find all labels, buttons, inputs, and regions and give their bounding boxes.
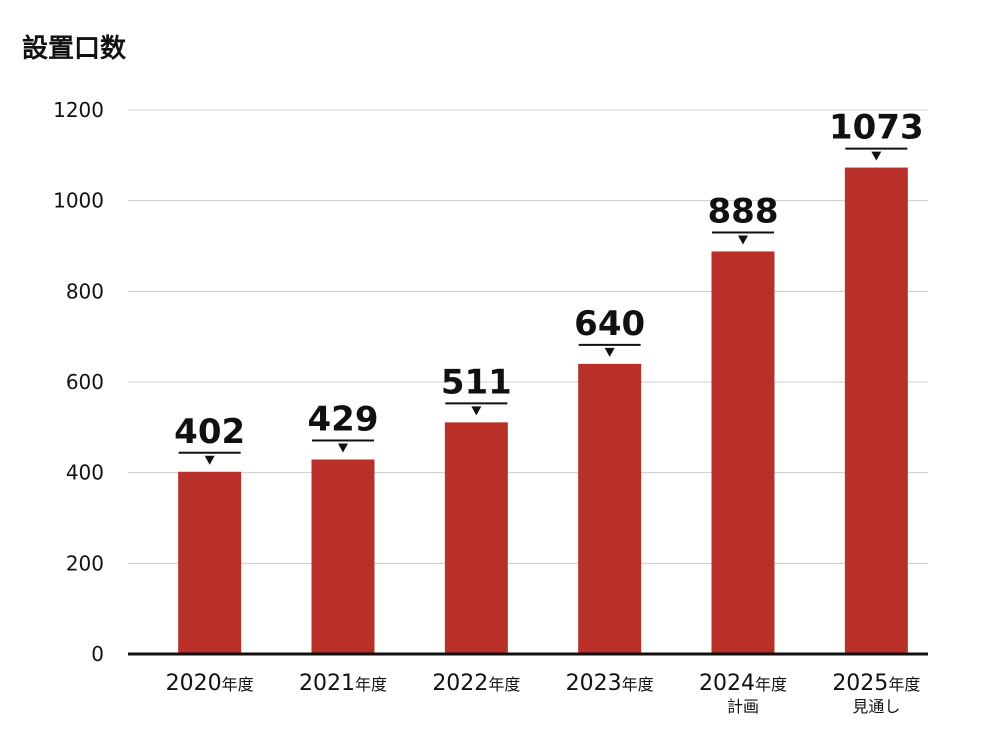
- data-label: 402: [174, 412, 245, 452]
- x-tick-label: 2025年度: [832, 671, 920, 696]
- y-tick-label: 1000: [53, 189, 104, 213]
- y-tick-label: 400: [66, 461, 104, 485]
- value-marker-arrow: [738, 235, 748, 245]
- bar: [711, 251, 775, 654]
- x-tick-label: 2023年度: [566, 671, 654, 696]
- value-marker-arrow: [204, 455, 215, 465]
- y-tick-label: 1200: [53, 98, 104, 122]
- value-marker-arrow: [471, 406, 482, 416]
- data-label: 1073: [829, 108, 924, 148]
- chart-title: 設置口数: [22, 34, 127, 64]
- bar: [578, 363, 642, 654]
- y-tick-label: 800: [66, 279, 104, 303]
- y-tick-label: 0: [91, 642, 104, 666]
- data-label: 511: [441, 362, 512, 402]
- data-label: 888: [708, 191, 779, 231]
- y-tick-label: 600: [66, 370, 104, 394]
- bar: [444, 422, 508, 654]
- x-tick-label: 2024年度: [699, 671, 787, 696]
- value-marker-arrow: [604, 347, 615, 357]
- value-marker-arrow: [338, 443, 348, 453]
- x-tick-sublabel: 見通し: [852, 697, 900, 716]
- x-tick-label: 2021年度: [299, 671, 387, 696]
- y-tick-label: 200: [66, 551, 104, 575]
- data-label: 429: [308, 400, 379, 440]
- bar: [311, 459, 375, 654]
- x-tick-sublabel: 計画: [727, 697, 759, 716]
- value-marker-arrow: [871, 151, 882, 161]
- bar: [178, 471, 242, 654]
- x-tick-label: 2020年度: [166, 671, 254, 696]
- x-tick-label: 2022年度: [432, 671, 520, 696]
- data-label: 640: [574, 304, 645, 344]
- bar: [844, 167, 908, 654]
